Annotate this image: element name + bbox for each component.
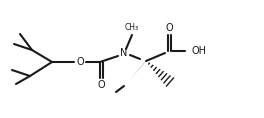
Text: N: N (120, 48, 128, 58)
Text: CH₃: CH₃ (125, 23, 139, 32)
Text: O: O (97, 80, 105, 90)
Text: O: O (76, 57, 84, 67)
Text: OH: OH (192, 46, 207, 56)
Text: O: O (165, 23, 173, 33)
Polygon shape (128, 61, 146, 82)
